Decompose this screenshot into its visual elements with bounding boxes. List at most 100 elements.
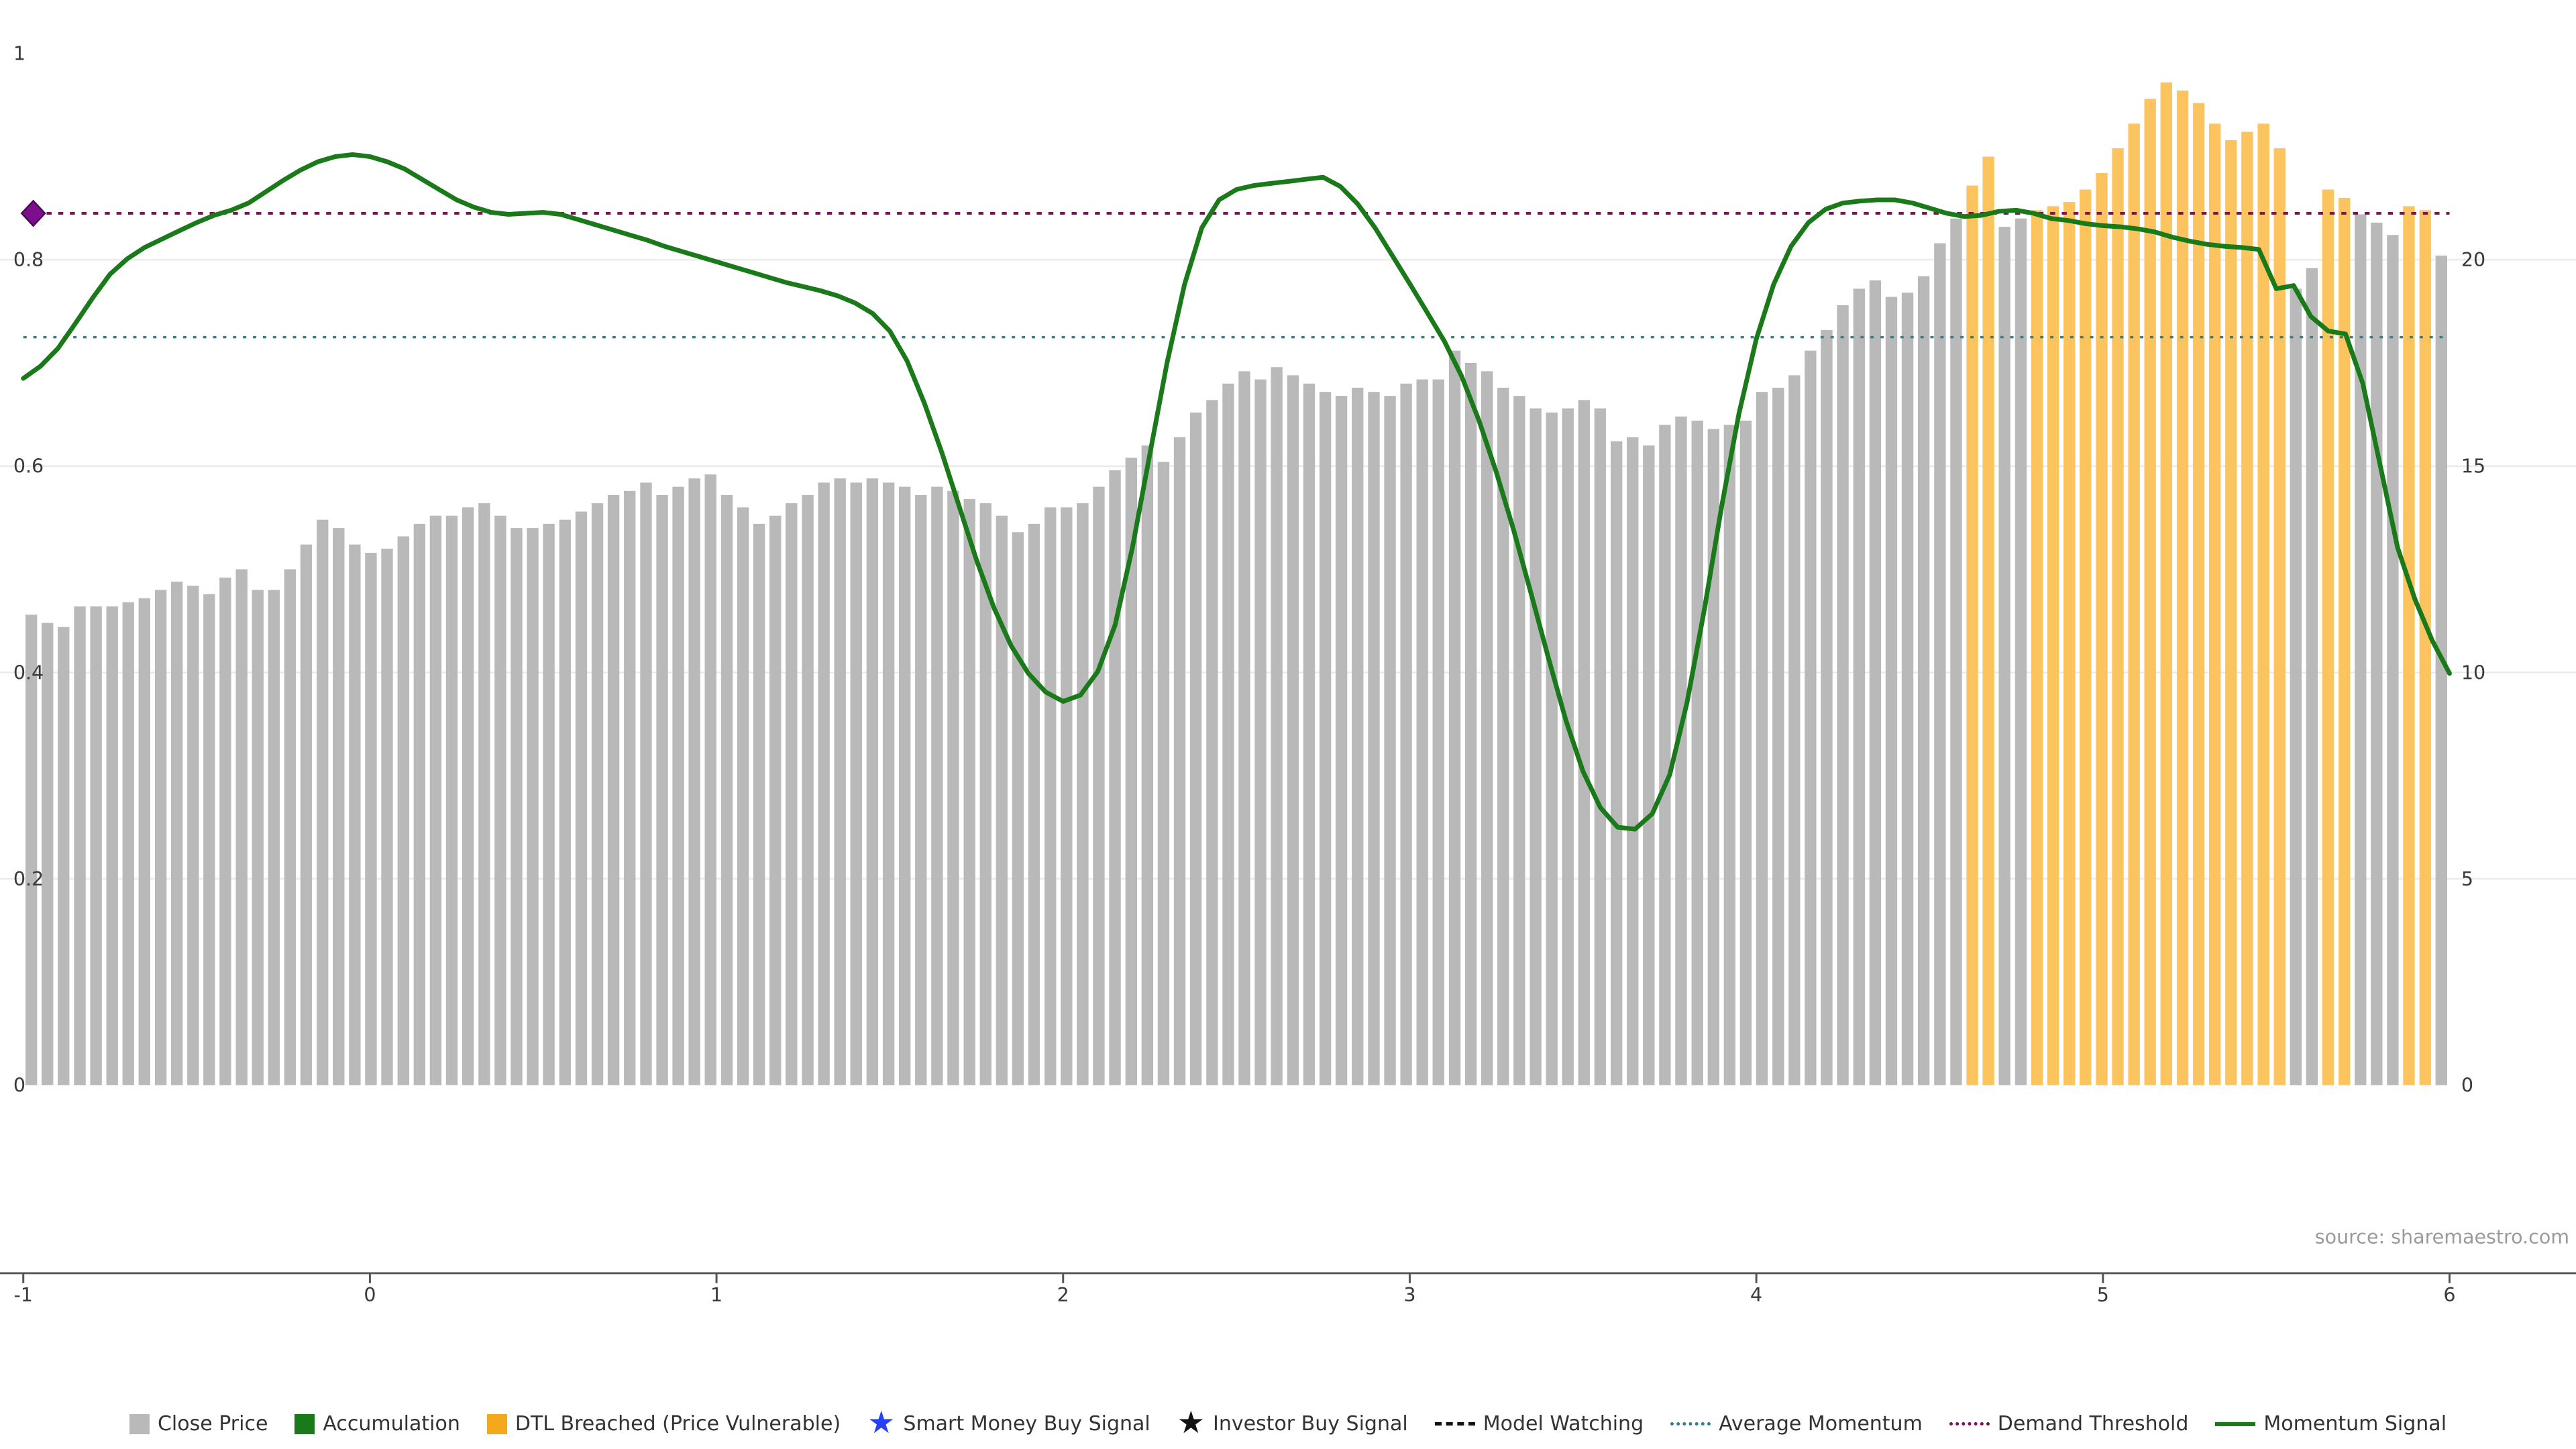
close-price-bar	[1756, 392, 1768, 1085]
dtl-breached-price-vulnerable-swatch	[486, 1413, 507, 1434]
legend-item-smart-money-buy-signal[interactable]: ★ Smart Money Buy Signal	[867, 1407, 1150, 1438]
close-price-bar	[640, 482, 652, 1085]
legend-item-investor-buy-signal[interactable]: ★ Investor Buy Signal	[1177, 1407, 1408, 1438]
close-price-bar	[2371, 222, 2383, 1085]
close-price-bar	[786, 503, 798, 1085]
average-momentum-line-swatch	[1670, 1422, 1711, 1426]
x-axis-tick-label: 6	[2443, 1284, 2455, 1306]
legend-item-demand-threshold[interactable]: Demand Threshold	[1949, 1412, 2188, 1436]
close-price-bar	[1125, 458, 1138, 1085]
close-price-bar	[931, 486, 943, 1085]
close-price-bar	[1739, 421, 1752, 1085]
close-price-bar	[1594, 408, 1607, 1085]
close-price-bar	[996, 515, 1008, 1085]
close-price-bar	[1578, 400, 1590, 1085]
close-price-bar	[1610, 441, 1623, 1085]
close-price-bar	[543, 523, 555, 1085]
model-watching-line-swatch	[1434, 1422, 1475, 1426]
right-axis-tick-label: 10	[2461, 661, 2485, 684]
legend-item-accumulation[interactable]: Accumulation	[294, 1412, 460, 1436]
close-price-bars	[25, 82, 2447, 1085]
close-price-bar	[1352, 387, 1364, 1085]
demand-threshold-line-swatch	[1949, 1422, 1990, 1426]
dtl-breached-bar	[2257, 123, 2269, 1085]
close-price-bar	[656, 494, 668, 1085]
close-price-bar	[333, 528, 345, 1085]
dtl-breached-bar	[2241, 131, 2253, 1085]
close-price-bar	[90, 606, 102, 1085]
close-price-bar	[591, 503, 604, 1085]
right-axis-tick-label: 15	[2461, 455, 2485, 478]
close-price-bar	[462, 507, 474, 1085]
close-price-bar	[1934, 243, 1946, 1085]
legend-label: Accumulation	[323, 1412, 460, 1436]
left-axis-tick-label: 0.8	[13, 249, 44, 271]
close-price-bar	[397, 536, 409, 1085]
close-price-bar	[704, 474, 716, 1085]
close-price-bar	[753, 523, 765, 1085]
dtl-breached-bar	[1966, 185, 1978, 1085]
right-axis-tick-label: 5	[2461, 868, 2473, 890]
dtl-breached-bar	[2031, 210, 2043, 1085]
close-price-bar	[575, 511, 588, 1085]
legend-item-momentum-signal[interactable]: Momentum Signal	[2215, 1412, 2447, 1436]
dtl-breached-bar	[2063, 202, 2076, 1085]
dtl-breached-bar	[2047, 206, 2059, 1085]
close-price-bar	[154, 590, 167, 1085]
momentum-signal-line-swatch	[2215, 1421, 2256, 1426]
close-price-bar	[915, 494, 927, 1085]
close-price-bar	[1271, 367, 1283, 1085]
close-price-bar	[1675, 416, 1687, 1085]
legend-label: DTL Breached (Price Vulnerable)	[515, 1412, 841, 1436]
close-price-bar	[365, 553, 377, 1085]
left-axis-tick-label: 0	[13, 1075, 25, 1097]
close-price-bar	[1028, 523, 1040, 1085]
close-price-bar	[381, 548, 393, 1085]
close-price-bar	[1513, 396, 1525, 1085]
close-price-bar	[349, 544, 361, 1085]
close-price-bar	[1497, 387, 1509, 1085]
dtl-breached-bar	[2419, 210, 2431, 1085]
close-price-bar	[963, 498, 975, 1085]
close-price-bar	[138, 598, 150, 1085]
close-price-bar	[1546, 412, 1558, 1085]
close-price-bar	[1627, 437, 1639, 1085]
close-price-bar	[1093, 486, 1105, 1085]
close-price-bar	[494, 515, 506, 1085]
dtl-breached-bar	[2322, 189, 2334, 1085]
close-price-bar	[58, 627, 70, 1085]
dtl-breached-bar	[2192, 103, 2205, 1085]
demand-threshold-diamond-icon	[20, 199, 46, 227]
close-price-bar	[979, 503, 991, 1085]
close-price-bar	[219, 578, 231, 1085]
dtl-breached-bar	[2112, 148, 2124, 1085]
close-price-bar	[1384, 396, 1396, 1085]
accumulation-swatch	[294, 1413, 315, 1434]
close-price-bar	[672, 486, 684, 1085]
close-price-bar	[1173, 437, 1186, 1085]
close-price-bar	[2435, 256, 2447, 1085]
close-price-bar	[1238, 371, 1250, 1085]
legend-item-average-momentum[interactable]: Average Momentum	[1670, 1412, 1923, 1436]
x-axis-tick-label: 5	[2097, 1284, 2109, 1306]
dtl-breached-bar	[2339, 197, 2351, 1085]
close-price-bar	[1643, 445, 1655, 1085]
legend-item-model-watching[interactable]: Model Watching	[1434, 1412, 1644, 1436]
close-price-bar	[1853, 288, 1866, 1085]
close-price-bar	[1659, 425, 1671, 1085]
legend-item-close-price[interactable]: Close Price	[129, 1412, 268, 1436]
close-price-bar	[607, 494, 620, 1085]
close-price-bar	[300, 544, 313, 1085]
close-price-bar	[1061, 507, 1073, 1085]
close-price-bar	[1157, 462, 1170, 1085]
dtl-breached-bar	[2273, 148, 2286, 1085]
close-price-bar	[106, 606, 118, 1085]
source-text: source: sharemaestro.com	[2315, 1226, 2569, 1248]
legend-item-dtl-breached-price-vulnerable[interactable]: DTL Breached (Price Vulnerable)	[486, 1412, 841, 1436]
x-axis-tick-label: 2	[1057, 1284, 1069, 1306]
legend-label: Model Watching	[1483, 1412, 1644, 1436]
close-price-bar	[1481, 371, 1493, 1085]
